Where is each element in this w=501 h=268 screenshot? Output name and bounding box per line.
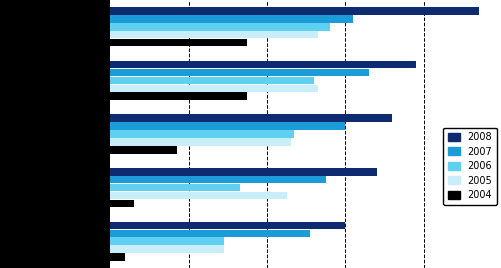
Bar	[110, 61, 415, 68]
Bar	[110, 138, 290, 146]
Bar	[110, 192, 286, 199]
Bar	[110, 92, 247, 100]
Bar	[110, 237, 223, 245]
Bar	[110, 146, 177, 154]
Bar	[110, 7, 477, 15]
Bar	[110, 122, 345, 130]
Bar	[110, 222, 345, 229]
Bar	[110, 84, 317, 92]
Legend: 2008, 2007, 2006, 2005, 2004: 2008, 2007, 2006, 2005, 2004	[442, 128, 496, 205]
Bar	[110, 130, 294, 138]
Bar	[110, 229, 310, 237]
Bar	[110, 77, 314, 84]
Bar	[110, 245, 223, 253]
Bar	[110, 39, 247, 46]
Bar	[110, 253, 124, 261]
Bar	[110, 31, 317, 39]
Bar	[110, 168, 376, 176]
Bar	[110, 114, 392, 122]
Bar	[110, 69, 368, 76]
Bar	[110, 184, 239, 191]
Bar	[110, 200, 134, 207]
Bar	[110, 176, 325, 184]
Bar	[110, 23, 329, 31]
Bar	[110, 15, 353, 23]
